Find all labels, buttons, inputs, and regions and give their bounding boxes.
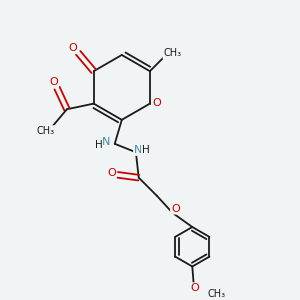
Text: H: H — [142, 145, 150, 155]
Text: H: H — [94, 140, 102, 150]
Text: CH₃: CH₃ — [164, 48, 181, 59]
Text: O: O — [153, 98, 161, 108]
Text: O: O — [171, 204, 180, 214]
Text: O: O — [107, 168, 116, 178]
Text: O: O — [191, 283, 200, 293]
Text: CH₃: CH₃ — [36, 126, 54, 136]
Text: N: N — [102, 137, 110, 147]
Text: O: O — [69, 43, 77, 53]
Text: CH₃: CH₃ — [207, 289, 225, 299]
Text: N: N — [134, 145, 142, 155]
Text: O: O — [49, 77, 58, 88]
